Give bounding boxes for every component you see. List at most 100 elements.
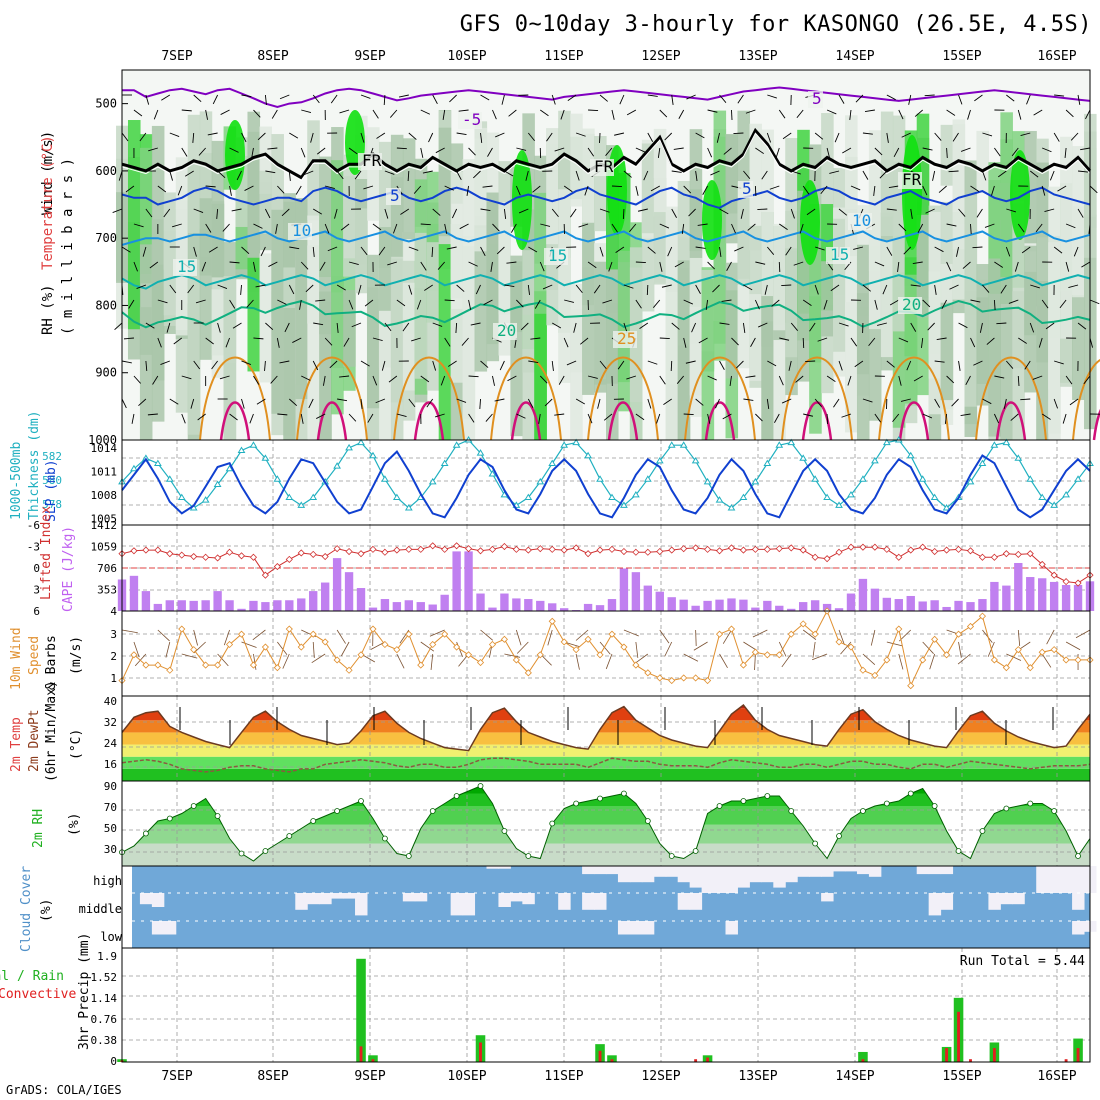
rh-band — [187, 259, 201, 435]
thickness-point — [165, 475, 174, 482]
wind10-point — [560, 638, 568, 646]
wind-barb — [1065, 261, 1070, 272]
wind-barb — [802, 299, 812, 306]
cape-tick: 1059 — [91, 541, 118, 554]
cloud-cell — [331, 893, 344, 899]
li-point — [345, 547, 353, 556]
wind-barb — [455, 322, 458, 334]
thickness-point — [966, 477, 975, 485]
wind-barb — [413, 185, 422, 194]
cloud-cell — [319, 893, 332, 905]
wind-barb — [946, 109, 956, 116]
wind-barb — [181, 147, 188, 157]
date-label-bottom: 11SEP — [544, 1069, 583, 1084]
wind-barb — [993, 299, 996, 311]
rh-band — [307, 120, 320, 221]
wind10-barb — [634, 653, 649, 664]
wind-barb — [400, 208, 410, 215]
wind-barb — [515, 185, 521, 196]
cloud-cell — [725, 866, 738, 893]
li-point — [978, 553, 987, 561]
wind-barb — [461, 337, 469, 346]
contour-label-bg — [493, 323, 517, 340]
cape-bar — [464, 551, 473, 611]
wind-barb — [946, 261, 952, 272]
wind-barb — [1000, 284, 1007, 294]
rh2m-point — [358, 798, 364, 804]
date-label-top: 7SEP — [161, 49, 192, 64]
li-point — [321, 552, 329, 561]
wind10-point — [453, 643, 461, 651]
rh2m-tick: 70 — [104, 801, 117, 814]
wind-barb — [456, 170, 462, 181]
wind-barb — [112, 208, 123, 214]
wind-barb — [729, 375, 732, 386]
wind-barb — [671, 94, 674, 105]
wind-barb — [743, 170, 751, 179]
wind-barb — [842, 147, 852, 154]
cape-bar — [667, 597, 676, 611]
wind-barb — [504, 284, 515, 288]
wind-barb — [635, 261, 646, 263]
wind-barb — [1011, 147, 1019, 157]
cloud-cell — [773, 866, 786, 888]
wind-barb — [177, 185, 183, 196]
wind-barb — [587, 413, 593, 424]
wind10-point — [620, 643, 628, 651]
thickness-point — [871, 456, 879, 464]
wind-barb — [779, 337, 790, 341]
thickness-point — [978, 459, 987, 467]
wind-barb — [967, 109, 971, 120]
wind10-point — [273, 664, 281, 672]
wind-barb — [232, 322, 242, 329]
rh2m-point — [238, 850, 245, 857]
wind-barb — [1029, 170, 1039, 178]
li-tick: 6 — [33, 605, 40, 618]
precip-tick: 0.76 — [91, 1013, 118, 1026]
isotherm-30-loop — [801, 401, 833, 441]
wind-barb — [874, 299, 878, 310]
li-point — [1062, 578, 1070, 586]
wind-barb — [193, 360, 201, 370]
wind10-barb — [336, 629, 346, 644]
wind-barb — [348, 299, 354, 310]
wind-barb — [121, 360, 132, 364]
wind-barb — [922, 185, 928, 196]
wind10-barb — [420, 641, 435, 652]
wind10-label-b: Speed — [27, 636, 42, 675]
rh-band — [438, 244, 452, 440]
wind-barb — [360, 360, 370, 367]
wind-barb — [637, 208, 648, 212]
wind-barb — [442, 109, 446, 120]
wind-barb — [659, 109, 668, 118]
precip-tick: 1.52 — [91, 971, 118, 984]
wind-barb — [906, 360, 912, 371]
thickness-point — [381, 475, 389, 482]
wind-barb — [546, 132, 553, 142]
wind-barb — [956, 246, 959, 257]
rh2m-point — [525, 853, 532, 859]
isotherm-25-loop — [684, 356, 756, 441]
cape-bar — [201, 600, 210, 611]
precip-conv-bar — [1076, 1048, 1080, 1062]
cape-bar — [177, 600, 186, 611]
wind10-barb — [1065, 641, 1081, 651]
wind-barb — [217, 284, 228, 290]
date-label-top: 14SEP — [835, 49, 874, 64]
cloud-cell — [749, 866, 762, 883]
cape-bar — [1026, 577, 1035, 611]
rh-band — [725, 262, 739, 379]
rh-band — [964, 195, 978, 407]
wind-barb — [495, 132, 505, 138]
cloud-cell — [641, 921, 655, 935]
cloud-cell — [139, 893, 153, 905]
cape-bar — [488, 607, 497, 611]
wind-barb — [367, 413, 374, 423]
wind-barb — [360, 246, 368, 256]
wind-barb — [181, 413, 186, 424]
isotherm-30-loop — [413, 401, 445, 441]
rh-band — [426, 242, 440, 391]
rh-band — [665, 206, 679, 279]
wind-barb — [802, 185, 810, 195]
cloud-cell — [606, 866, 619, 875]
